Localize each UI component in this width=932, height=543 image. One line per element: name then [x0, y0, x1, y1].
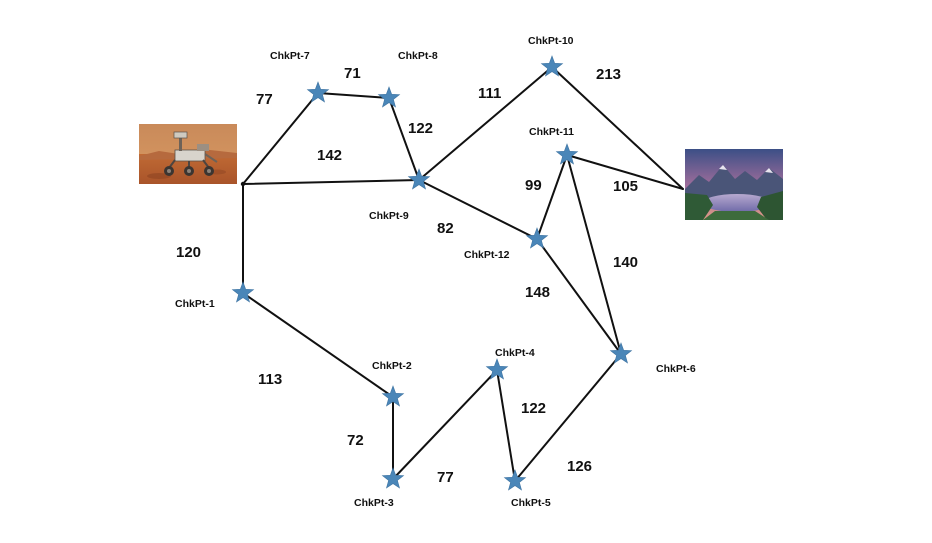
edge-cp12-cp11 — [536, 154, 568, 240]
mountain-lake-photo — [685, 149, 783, 220]
checkpoint-label-cp7: ChkPt-7 — [270, 50, 310, 62]
checkpoint-label-cp4: ChkPt-4 — [495, 347, 535, 359]
edge-cp1-cp2 — [242, 292, 394, 398]
edge-cp4-cp5 — [496, 369, 516, 482]
checkpoint-star-icon-cp2 — [381, 385, 405, 407]
checkpoint-star-icon-cp5 — [503, 469, 527, 491]
checkpoint-star-icon-cp10 — [540, 55, 564, 77]
edge-cp9-cp12 — [418, 179, 538, 240]
checkpoint-label-cp8: ChkPt-8 — [398, 50, 438, 62]
checkpoint-star-icon-cp12 — [525, 227, 549, 249]
edge-weights-layer: 77 71 122 142 111 213 105 82 99 140 148 120 113 72 77 1… — [176, 65, 638, 486]
checkpoint-star-icon-cp1 — [231, 281, 255, 303]
edge-cp3-cp4 — [392, 369, 498, 480]
checkpoint-stars-layer — [231, 55, 633, 491]
checkpoint-star-icon-cp11 — [555, 143, 579, 165]
edges-layer — [240, 66, 684, 482]
checkpoint-label-cp2: ChkPt-2 — [372, 360, 412, 372]
checkpoint-star-icon-cp8 — [377, 86, 401, 108]
edge-weight-cp12-cp11: 99 — [525, 177, 542, 194]
edge-weight-cp4-cp5: 122 — [521, 400, 546, 417]
edge-cp10-goal — [551, 66, 684, 190]
edge-start-cp7 — [242, 92, 319, 185]
edge-weight-cp11-cp6: 140 — [613, 254, 638, 271]
edge-weight-cp2-cp3: 72 — [347, 432, 364, 449]
edge-weight-cp12-cp6: 148 — [525, 284, 550, 301]
checkpoint-star-icon-cp9 — [407, 168, 431, 190]
start-junction-dot — [240, 181, 246, 187]
edge-weight-cp7-cp8: 71 — [344, 65, 361, 82]
mars-rover-photo — [139, 124, 237, 184]
edge-start-cp9 — [242, 179, 420, 185]
checkpoint-star-icon-cp7 — [306, 81, 330, 103]
checkpoint-star-icon-cp3 — [381, 467, 405, 489]
checkpoint-label-cp12: ChkPt-12 — [464, 249, 510, 261]
edge-weight-cp9-cp12: 82 — [437, 220, 454, 237]
edge-weight-cp11-goal: 105 — [613, 178, 638, 195]
edge-cp11-cp6 — [566, 154, 622, 355]
checkpoint-star-icon-cp4 — [485, 358, 509, 380]
edge-weight-cp5-cp6: 126 — [567, 458, 592, 475]
edge-weight-cp3-cp4: 77 — [437, 469, 454, 486]
checkpoint-label-cp5: ChkPt-5 — [511, 497, 551, 509]
checkpoint-label-cp11: ChkPt-11 — [529, 126, 574, 138]
checkpoint-label-cp6: ChkPt-6 — [656, 363, 696, 375]
checkpoint-star-icon-cp6 — [609, 342, 633, 364]
checkpoint-label-cp10: ChkPt-10 — [528, 35, 574, 47]
edge-weight-start-cp1: 120 — [176, 244, 201, 261]
checkpoint-label-cp1: ChkPt-1 — [175, 298, 215, 310]
checkpoint-label-cp3: ChkPt-3 — [354, 497, 394, 509]
edge-weight-cp9-cp10: 111 — [478, 85, 501, 102]
checkpoint-labels-layer: ChkPt-1 ChkPt-2 ChkPt-3 ChkPt-4 ChkPt-5 ChkPt… — [175, 35, 696, 509]
edge-weight-cp8-cp9: 122 — [408, 120, 433, 137]
edge-cp8-cp9 — [388, 97, 420, 181]
edge-cp11-goal — [566, 154, 684, 190]
checkpoint-label-cp9: ChkPt-9 — [369, 210, 409, 222]
edge-weight-cp10-goal: 213 — [596, 66, 621, 83]
edge-cp12-cp6 — [536, 238, 622, 355]
edge-cp5-cp6 — [514, 353, 622, 482]
edge-weight-start-cp9: 142 — [317, 147, 342, 164]
edge-weight-start-cp7: 77 — [256, 91, 273, 108]
edge-cp7-cp8 — [317, 92, 390, 99]
edge-weight-cp1-cp2: 113 — [258, 371, 282, 388]
edge-cp9-cp10 — [418, 66, 553, 181]
